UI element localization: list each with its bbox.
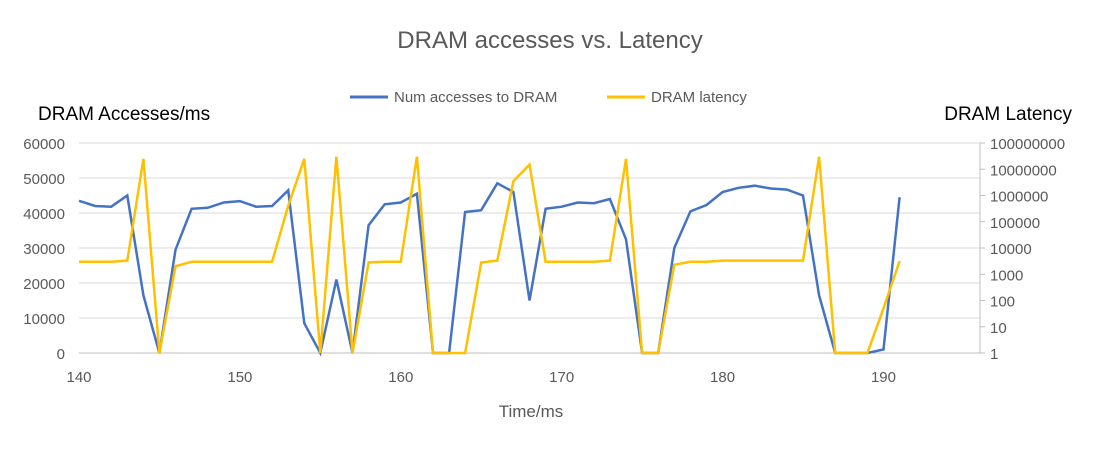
y-left-tick-label: 40000 xyxy=(23,206,65,223)
y-left-tick-labels: 0 10000 20000 30000 40000 50000 60000 xyxy=(23,136,65,363)
y-right-tick-label: 100000 xyxy=(990,215,1040,232)
x-axis-label: Time/ms xyxy=(499,402,564,421)
y-axis-left-label: DRAM Accesses/ms xyxy=(38,104,210,125)
y-left-tick-label: 10000 xyxy=(23,311,65,328)
y-right-tick-label: 100 xyxy=(990,294,1015,311)
axes xyxy=(79,142,985,354)
y-right-tick-label: 1000 xyxy=(990,267,1023,284)
x-tick-label: 150 xyxy=(227,369,252,386)
x-tick-label: 180 xyxy=(710,369,735,386)
y-right-tick-label: 100000000 xyxy=(990,136,1065,153)
y-axis-right-label: DRAM Latency xyxy=(944,104,1072,125)
x-tick-labels: 140 150 160 170 180 190 xyxy=(66,369,895,386)
legend-label-latency: DRAM latency xyxy=(651,89,747,106)
y-left-tick-label: 0 xyxy=(57,346,65,363)
series-line-dram-accesses xyxy=(78,181,901,357)
x-tick-label: 160 xyxy=(388,369,413,386)
y-right-tick-label: 1000000 xyxy=(990,189,1048,206)
legend-label-accesses: Num accesses to DRAM xyxy=(394,89,557,106)
chart-title: DRAM accesses vs. Latency xyxy=(397,27,702,54)
legend: Num accesses to DRAM DRAM latency xyxy=(350,89,747,106)
y-right-tick-label: 10000 xyxy=(990,241,1032,258)
y-left-tick-label: 50000 xyxy=(23,171,65,188)
y-left-tick-label: 30000 xyxy=(23,241,65,258)
x-tick-label: 140 xyxy=(66,369,91,386)
series-line-dram-latency xyxy=(79,156,901,355)
y-left-tick-label: 20000 xyxy=(23,276,65,293)
gridlines xyxy=(79,142,980,319)
series-layer xyxy=(78,156,901,357)
y-right-tick-label: 10 xyxy=(990,320,1007,337)
y-right-tick-label: 10000000 xyxy=(990,162,1057,179)
x-tick-label: 190 xyxy=(871,369,896,386)
y-left-tick-label: 60000 xyxy=(23,136,65,153)
x-tick-label: 170 xyxy=(549,369,574,386)
y-right-tick-labels: 1 10 100 1000 10000 100000 1000000 10000000 1000… xyxy=(990,136,1065,363)
y-right-tick-label: 1 xyxy=(990,346,998,363)
